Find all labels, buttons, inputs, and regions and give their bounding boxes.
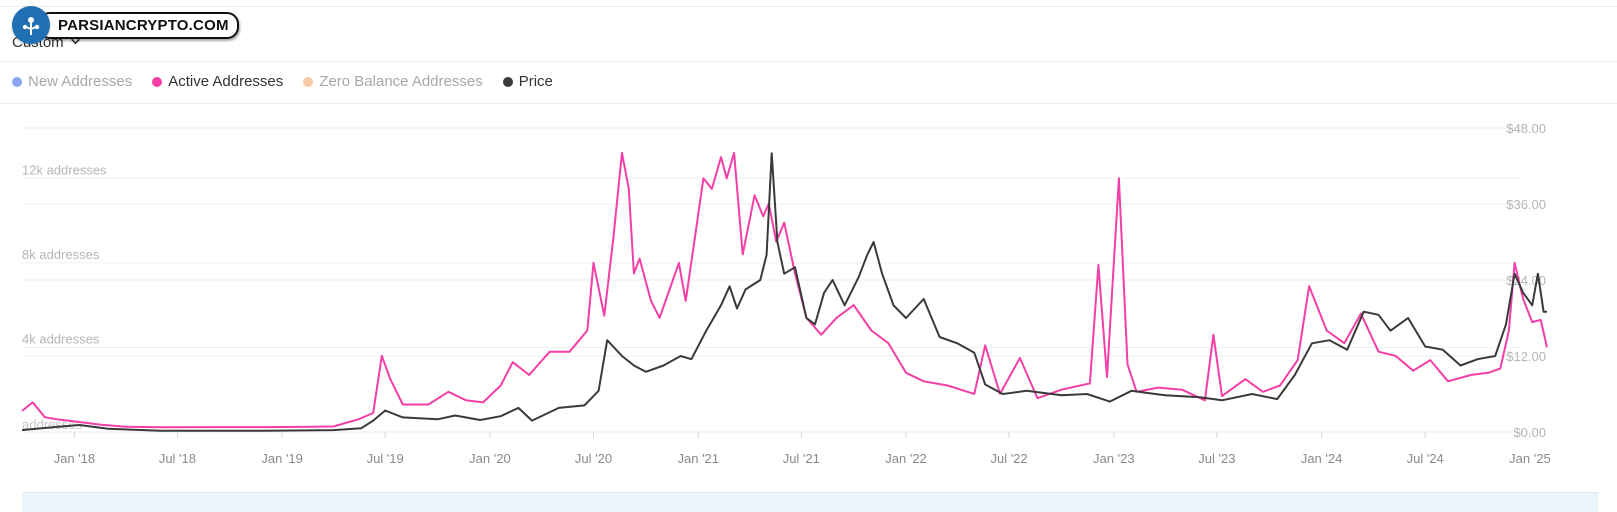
legend-label: Zero Balance Addresses — [319, 73, 483, 90]
legend-item-new-addresses[interactable]: New Addresses — [12, 73, 132, 90]
x-tick-label: Jul '20 — [575, 451, 612, 466]
watermark-text: PARSIANCRYPTO.COM — [38, 11, 239, 39]
x-tick-label: Jan '20 — [469, 451, 511, 466]
y-left-tick-label: 8k addresses — [22, 247, 100, 262]
x-tick-label: Jan '24 — [1301, 451, 1343, 466]
x-tick-label: Jan '18 — [54, 451, 96, 466]
y-right-tick-label: $36.00 — [1506, 197, 1546, 212]
chart-area: $0.00 $12.00 $24.00 $36.00 $48.00 4k addresse… — [0, 104, 1617, 490]
x-tick-label: Jan '22 — [885, 451, 927, 466]
x-tick-label: Jan '19 — [261, 451, 303, 466]
x-tick-label: Jul '21 — [783, 451, 820, 466]
legend-label: Price — [518, 73, 553, 90]
watermark-logo-icon — [12, 6, 50, 44]
legend-item-active-addresses[interactable]: Active Addresses — [152, 73, 283, 90]
legend-item-zero-balance-addresses[interactable]: Zero Balance Addresses — [303, 73, 483, 90]
watermark: PARSIANCRYPTO.COM — [12, 6, 239, 44]
legend-label: New Addresses — [28, 73, 133, 90]
y-right-tick-label: $48.00 — [1506, 121, 1546, 136]
legend-dot-icon — [152, 76, 163, 87]
x-tick-label: Jul '19 — [367, 451, 404, 466]
chevron-down-icon — [70, 34, 81, 51]
legend-dot-icon — [502, 76, 513, 87]
x-tick-label: Jan '25 — [1509, 451, 1551, 466]
divider — [0, 103, 1617, 104]
x-tick-label: Jul '23 — [1198, 451, 1235, 466]
legend-dot-icon — [12, 76, 22, 87]
divider — [0, 61, 1617, 62]
x-tick-label: Jul '24 — [1407, 451, 1444, 466]
y-left-tick-label: 4k addresses — [22, 331, 100, 346]
chart-legend: New Addresses Active Addresses Zero Balanc… — [12, 73, 553, 90]
x-tick-label: Jul '18 — [159, 451, 196, 466]
series-line-price — [21, 152, 1547, 432]
legend-label: Active Addresses — [168, 73, 284, 90]
x-tick-label: Jan '23 — [1093, 451, 1135, 466]
top-border — [0, 6, 1617, 7]
y-left-tick-label: 12k addresses — [22, 162, 107, 177]
y-right-tick-label: $12.00 — [1506, 349, 1546, 364]
legend-dot-icon — [303, 76, 314, 87]
x-tick-label: Jul '22 — [990, 451, 1027, 466]
footer-bar — [22, 492, 1598, 512]
series-line-active-addresses — [21, 151, 1548, 429]
x-tick-label: Jan '21 — [678, 451, 720, 466]
legend-item-price[interactable]: Price — [502, 73, 553, 90]
